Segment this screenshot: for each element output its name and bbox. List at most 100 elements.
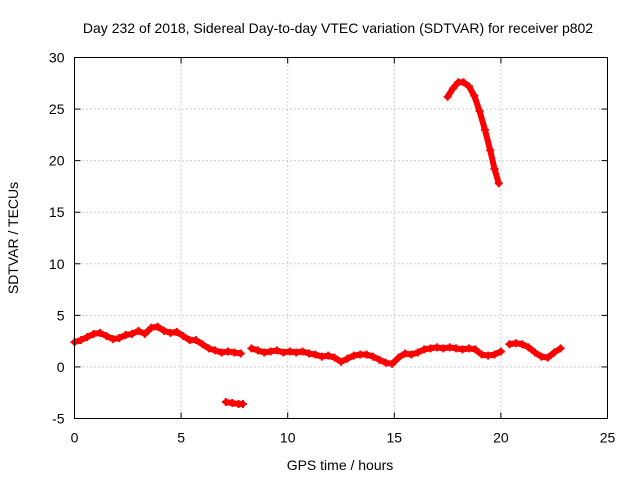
data-point: [211, 346, 220, 355]
data-point: [400, 349, 409, 358]
data-point: [445, 343, 454, 352]
data-point: [89, 329, 98, 338]
y-tick-label: 30: [49, 50, 65, 66]
data-point: [172, 327, 181, 336]
y-tick-label: 10: [49, 256, 65, 272]
data-point: [238, 400, 247, 409]
data-point: [458, 345, 467, 354]
data-point: [153, 322, 162, 331]
data-point: [464, 82, 473, 91]
data-point: [381, 358, 390, 367]
data-point: [96, 328, 105, 337]
data-point: [266, 347, 275, 356]
data-point: [337, 357, 345, 366]
data-point: [147, 323, 156, 332]
data-points: [70, 78, 565, 409]
data-point: [253, 346, 262, 355]
data-point: [160, 326, 169, 335]
data-point: [375, 355, 384, 364]
data-point: [443, 92, 452, 101]
series-3: [443, 78, 503, 188]
data-point: [166, 328, 175, 337]
data-point: [394, 353, 403, 362]
data-point: [140, 329, 149, 338]
x-tick-label: 0: [71, 430, 79, 446]
data-point: [349, 351, 358, 360]
data-point: [279, 348, 288, 357]
data-point: [388, 359, 397, 368]
x-tick-label: 5: [177, 430, 185, 446]
data-point: [311, 350, 320, 359]
data-point: [228, 399, 237, 408]
y-tick-label: 0: [57, 359, 65, 375]
data-point: [471, 345, 480, 354]
data-point: [484, 351, 493, 360]
y-axis-label: SDTVAR / TECUs: [5, 182, 21, 294]
data-point: [236, 349, 245, 358]
data-point: [426, 344, 435, 353]
x-tick-label: 20: [493, 430, 509, 446]
data-point: [496, 347, 505, 356]
data-point: [273, 346, 282, 355]
data-point: [432, 343, 441, 352]
y-tick-label: 20: [49, 153, 65, 169]
data-point: [285, 347, 294, 356]
series-0: [70, 322, 245, 358]
data-point: [221, 397, 230, 406]
series-2: [247, 343, 505, 368]
data-point: [480, 125, 489, 134]
data-point: [343, 354, 352, 363]
data-point: [448, 84, 457, 93]
plot-frame: [74, 57, 608, 419]
data-point: [494, 179, 503, 188]
data-point: [121, 330, 130, 339]
data-point: [464, 344, 473, 353]
data-point: [217, 348, 226, 357]
series-4: [505, 339, 565, 362]
data-point: [505, 340, 514, 349]
data-point: [531, 348, 540, 357]
axis-ticks: 0 5 10 15 20 25 -5 0 5 10 15 20 25 30: [49, 50, 616, 446]
grid: [74, 57, 608, 419]
data-point: [490, 350, 499, 359]
data-point: [524, 343, 533, 352]
data-point: [224, 347, 233, 356]
data-point: [470, 91, 479, 100]
data-point: [452, 344, 461, 353]
data-point: [368, 352, 377, 361]
data-point: [198, 340, 207, 349]
data-point: [477, 350, 486, 359]
data-point: [550, 348, 559, 357]
data-point: [76, 336, 85, 345]
data-point: [108, 335, 117, 344]
data-point: [413, 348, 422, 357]
data-point: [330, 353, 339, 362]
data-point: [230, 348, 239, 357]
x-tick-label: 10: [280, 430, 296, 446]
data-point: [247, 344, 256, 353]
data-point: [475, 107, 484, 116]
x-tick-label: 15: [387, 430, 403, 446]
y-tick-label: 25: [49, 101, 65, 117]
data-point: [305, 349, 314, 358]
y-tick-label: -5: [52, 411, 65, 427]
data-point: [439, 344, 448, 353]
data-point: [192, 336, 201, 345]
data-point: [128, 329, 137, 338]
data-point: [420, 345, 429, 354]
data-point: [518, 340, 527, 349]
data-point: [298, 347, 307, 356]
data-point: [537, 352, 546, 361]
chart-title: Day 232 of 2018, Sidereal Day-to-day VTE…: [83, 20, 593, 36]
data-point: [490, 164, 499, 173]
data-point: [317, 352, 326, 361]
data-point: [179, 331, 188, 340]
data-point: [102, 331, 111, 340]
data-point: [556, 344, 565, 353]
x-tick-label: 25: [600, 430, 616, 446]
data-point: [83, 333, 92, 342]
data-point: [543, 353, 552, 362]
data-point: [511, 339, 520, 348]
data-point: [459, 78, 468, 87]
